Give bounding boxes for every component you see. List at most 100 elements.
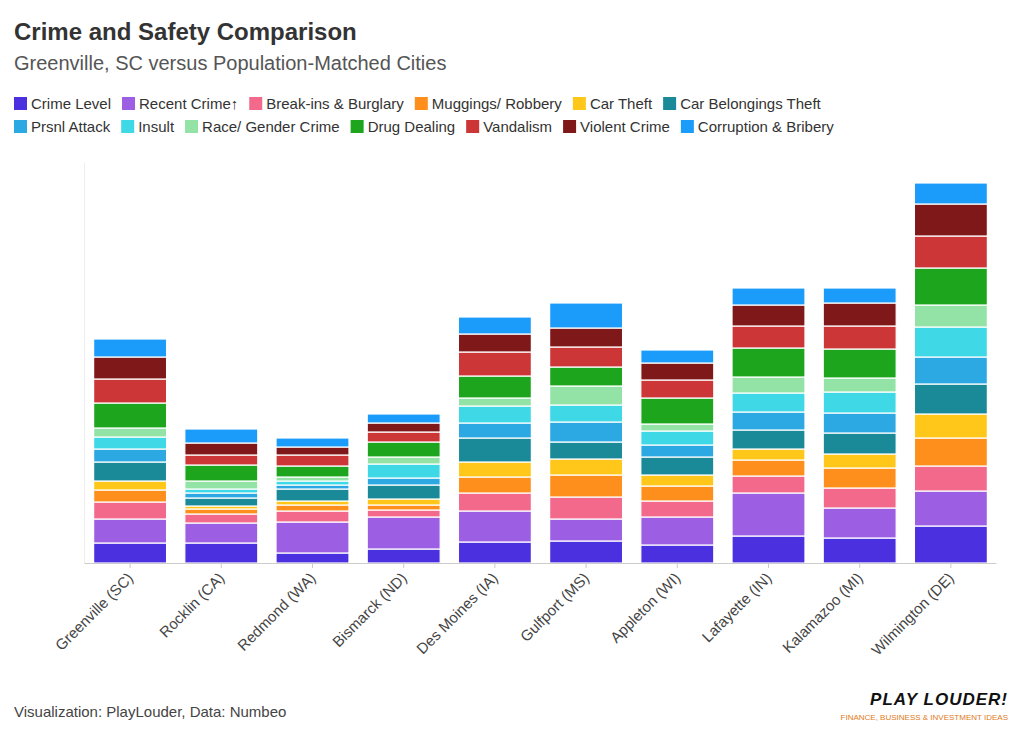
bar-segment <box>550 367 623 386</box>
bar-segment <box>276 522 349 553</box>
bar-segment <box>367 549 440 563</box>
bar-segment <box>276 501 349 505</box>
bar-segment <box>550 386 623 405</box>
logo-tagline: FINANCE, BUSINESS & INVESTMENT IDEAS <box>841 713 1008 722</box>
bar-segment <box>367 505 440 510</box>
legend-swatch <box>122 97 135 110</box>
source: Visualization: PlayLouder, Data: Numbeo <box>14 703 286 720</box>
bar-segment <box>641 445 714 457</box>
title: Crime and Safety Comparison <box>14 18 357 45</box>
bar-segment <box>276 477 349 481</box>
subtitle: Greenville, SC versus Population-Matched… <box>14 52 446 74</box>
legend-swatch <box>249 97 262 110</box>
bar-segment <box>550 347 623 367</box>
bar-segment <box>641 475 714 486</box>
bar-segment <box>823 508 896 538</box>
bar-segment <box>276 489 349 501</box>
legend-label: Race/ Gender Crime <box>202 118 340 135</box>
bar-segment <box>641 380 714 398</box>
x-tick-label: Bismarck (ND) <box>329 569 410 650</box>
bar-segment <box>94 428 167 437</box>
bar-segment <box>550 497 623 519</box>
bar-segment <box>732 449 805 460</box>
bar-segment <box>458 334 531 352</box>
x-tick <box>403 563 404 568</box>
bar-segment <box>94 357 167 379</box>
bar-segment <box>550 303 623 328</box>
bar-segment <box>185 543 258 563</box>
bars <box>94 183 988 563</box>
bar-segment <box>94 502 167 519</box>
bar-segment <box>367 499 440 505</box>
x-tick <box>312 563 313 568</box>
bar-segment <box>641 424 714 431</box>
bar-segment <box>185 523 258 543</box>
legend-swatch <box>573 97 586 110</box>
bar-segment <box>94 403 167 428</box>
bar-segment <box>823 468 896 488</box>
bar-segment <box>185 481 258 489</box>
bar-segment <box>732 460 805 476</box>
x-tick <box>221 563 222 568</box>
bar-segment <box>367 485 440 499</box>
bar-segment <box>185 455 258 465</box>
x-tick-label: Rocklin (CA) <box>156 569 228 641</box>
legend-label: Drug Dealing <box>368 118 456 135</box>
bar-segment <box>367 423 440 432</box>
legend-label: Car Belongings Theft <box>680 95 821 112</box>
bar-segment <box>185 498 258 506</box>
chart: Crime and Safety Comparison Greenville, S… <box>0 0 1024 740</box>
bar-segment <box>458 462 531 477</box>
bar-segment <box>458 493 531 511</box>
bar-segment <box>94 379 167 403</box>
bar-segment <box>732 377 805 393</box>
bar-segment <box>94 490 167 502</box>
legend-label: Recent Crime↑ <box>139 95 238 112</box>
legend-swatch <box>466 120 479 133</box>
x-tick <box>859 563 860 568</box>
bar-segment <box>185 465 258 481</box>
bar-segment <box>94 437 167 449</box>
legend-label: Violent Crime <box>580 118 670 135</box>
bar-segment <box>550 422 623 442</box>
bar-segment <box>458 398 531 406</box>
x-tick <box>768 563 769 568</box>
bar-segment <box>276 438 349 447</box>
bar-segment <box>185 514 258 523</box>
bar-segment <box>94 543 167 563</box>
x-tick <box>494 563 495 568</box>
x-tick-label: Gulfport (MS) <box>517 569 593 645</box>
legend-swatch <box>14 120 27 133</box>
logo: PLAY LOUDER! <box>870 690 1008 709</box>
legend: Crime LevelRecent Crime↑Break-ins & Burg… <box>14 95 834 135</box>
x-tick-label: Wilmington (DE) <box>868 569 957 658</box>
bar-segment <box>185 509 258 514</box>
y-axis-line <box>84 163 85 563</box>
bar-segment <box>458 477 531 493</box>
bar-segment <box>458 423 531 438</box>
bar-segment <box>732 393 805 412</box>
legend-swatch <box>663 97 676 110</box>
bar-segment <box>458 352 531 376</box>
x-tick-label: Lafayette (IN) <box>698 569 774 645</box>
bar-segment <box>276 553 349 563</box>
bar-segment <box>641 398 714 424</box>
bar-segment <box>914 327 987 357</box>
bar-segment <box>276 481 349 485</box>
bar-segment <box>367 464 440 478</box>
legend-label: Vandalism <box>483 118 552 135</box>
bar-segment <box>367 478 440 485</box>
bar-segment <box>641 501 714 517</box>
bar-segment <box>732 476 805 493</box>
legend-label: Muggings/ Robbery <box>432 95 563 112</box>
bar-segment <box>823 433 896 454</box>
bar-segment <box>276 455 349 466</box>
bar-segment <box>914 384 987 414</box>
bar-segment <box>914 183 987 204</box>
bar-segment <box>823 303 896 326</box>
x-tick <box>677 563 678 568</box>
bar-segment <box>914 268 987 305</box>
bar-segment <box>914 236 987 268</box>
bar-segment <box>276 466 349 477</box>
legend-swatch <box>14 97 27 110</box>
